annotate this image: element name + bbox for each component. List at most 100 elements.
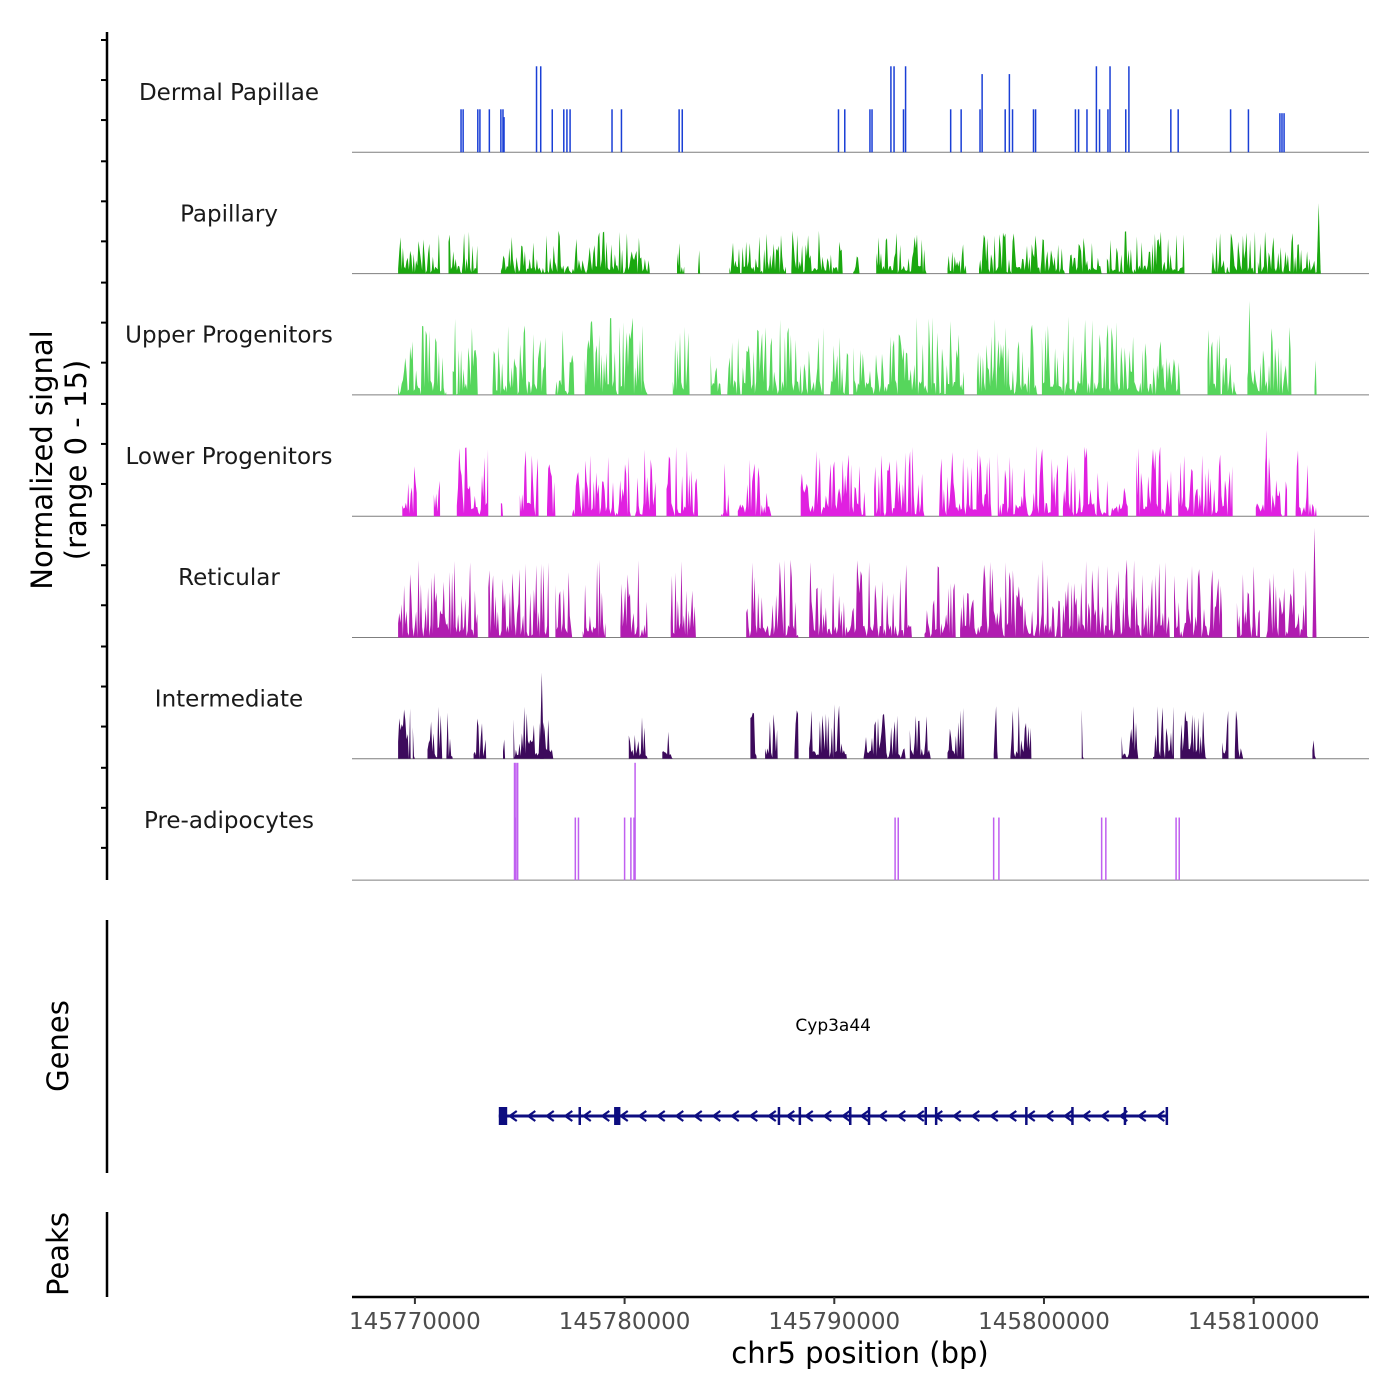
signal-area xyxy=(500,230,650,274)
track-pre-adipocytes: Pre-adipocytes xyxy=(144,762,1369,881)
signal-area xyxy=(1295,450,1317,517)
signal-area xyxy=(1106,231,1185,274)
signal-area xyxy=(979,232,1065,274)
signal-peak xyxy=(500,109,502,153)
strand-arrow xyxy=(914,1110,925,1122)
signal-peak xyxy=(462,109,464,153)
signal-area xyxy=(997,446,1059,517)
track-label: Dermal Papillae xyxy=(139,80,319,106)
strand-arrow xyxy=(692,1110,703,1122)
gene-exon xyxy=(498,1107,508,1125)
strand-arrow xyxy=(526,1110,536,1122)
peaks-y-axis-title: Peaks xyxy=(41,1212,75,1296)
signal-peak xyxy=(1281,113,1283,153)
signal-peak xyxy=(1105,817,1107,881)
strand-arrow xyxy=(1136,1110,1147,1122)
signal-area xyxy=(1121,706,1139,759)
x-axis-ticks: 145770000 145780000 145790000 145800000 1458… xyxy=(349,1297,1320,1335)
genes-panel: Genes Cyp3a44 xyxy=(41,920,1169,1173)
strand-arrow xyxy=(1099,1110,1110,1122)
x-tick-label: 145800000 xyxy=(978,1309,1110,1335)
signal-peak xyxy=(514,817,517,881)
signal-area xyxy=(672,326,690,395)
signal-tracks: Dermal Papillae Papillary Upper Progenitor… xyxy=(125,66,1369,881)
strand-arrow xyxy=(1155,1110,1165,1122)
signal-area xyxy=(947,708,965,759)
signal-peak xyxy=(1074,109,1077,153)
gene-exon xyxy=(798,1107,802,1125)
signal-spike xyxy=(1264,430,1269,517)
signal-area xyxy=(924,566,956,638)
peaks-panel: Peaks xyxy=(41,1212,109,1297)
strand-arrow xyxy=(840,1110,851,1122)
signal-area xyxy=(939,448,992,517)
signal-area xyxy=(746,559,799,638)
track-lower-progenitors: Lower Progenitors xyxy=(126,430,1369,517)
gene-models: Cyp3a44 xyxy=(498,1016,1169,1125)
signal-area xyxy=(427,706,443,759)
strand-arrow xyxy=(766,1110,777,1122)
signal-peak xyxy=(577,817,580,881)
signal-peak xyxy=(513,762,516,881)
signal-area xyxy=(1081,709,1084,759)
signal-area xyxy=(456,447,489,517)
signal-area xyxy=(555,330,575,395)
signal-area xyxy=(677,243,685,274)
gene-exon xyxy=(1123,1107,1127,1125)
track-label: Papillary xyxy=(180,201,278,227)
signal-peak xyxy=(678,109,680,153)
signal-peak xyxy=(981,74,983,153)
signal-spike xyxy=(1316,203,1321,274)
signal-peak xyxy=(1100,817,1103,881)
signal-peak xyxy=(890,66,892,153)
signal-peak xyxy=(1086,109,1088,153)
signal-y-axis xyxy=(101,32,109,880)
signal-area xyxy=(853,317,965,395)
signal-peak xyxy=(563,109,565,153)
signal-peak xyxy=(477,109,479,153)
signal-area xyxy=(1236,566,1260,638)
x-tick-label: 145810000 xyxy=(1188,1309,1320,1335)
signal-area xyxy=(976,319,1038,395)
signal-area xyxy=(398,560,478,638)
strand-arrow xyxy=(822,1110,832,1122)
signal-area xyxy=(1041,316,1181,395)
strand-arrow xyxy=(803,1110,814,1122)
track-papillary: Papillary xyxy=(180,201,1369,275)
strand-arrow xyxy=(674,1110,684,1122)
signal-peak xyxy=(1098,109,1101,153)
gene-exon xyxy=(777,1107,781,1125)
gene-exon xyxy=(578,1107,581,1125)
track-intermediate: Intermediate xyxy=(155,672,1369,760)
track-upper-progenitors: Upper Progenitors xyxy=(125,301,1369,396)
strand-arrow xyxy=(544,1110,555,1122)
signal-area xyxy=(670,561,696,638)
strand-arrow xyxy=(507,1110,518,1122)
signal-peak xyxy=(992,817,995,881)
signal-area xyxy=(513,706,554,759)
signal-peak xyxy=(844,109,846,153)
signal-area xyxy=(492,325,547,395)
signal-area xyxy=(620,560,648,638)
signal-peak xyxy=(630,817,632,881)
strand-arrow xyxy=(1025,1110,1036,1122)
signal-peak xyxy=(611,109,613,153)
strand-arrow xyxy=(655,1110,666,1122)
signal-peak xyxy=(893,66,895,153)
signal-peak xyxy=(634,762,636,881)
signal-area xyxy=(698,250,701,274)
gene-exon xyxy=(867,1107,871,1125)
signal-area xyxy=(503,739,506,759)
signal-peak xyxy=(871,109,873,153)
signal-peak xyxy=(620,109,623,153)
track-label: Upper Progenitors xyxy=(125,323,333,349)
strand-arrow xyxy=(877,1110,888,1122)
signal-area xyxy=(1222,710,1229,759)
signal-area xyxy=(446,712,453,759)
genes-y-axis-title: Genes xyxy=(41,1000,75,1092)
signal-peak xyxy=(897,817,899,881)
signal-area xyxy=(398,708,411,759)
signal-area xyxy=(433,480,441,517)
signal-peak xyxy=(1011,109,1014,153)
